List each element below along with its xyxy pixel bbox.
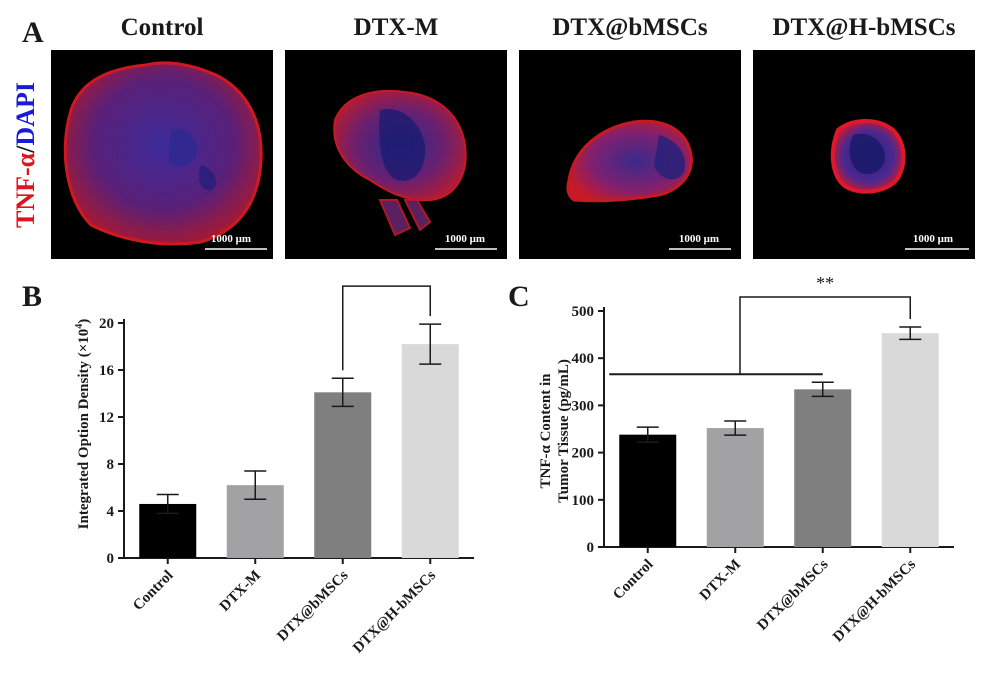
y-tick-label: 200 — [572, 446, 595, 462]
bar-dtx-bmscs — [314, 392, 372, 558]
y-tick-label: 0 — [587, 540, 595, 556]
scale-label-dtx-m: 1000 μm — [444, 233, 485, 245]
y-tick-label: 500 — [572, 304, 595, 320]
significance-bracket — [342, 285, 431, 371]
y-tick-label: 300 — [572, 398, 595, 414]
y-tick-label: 8 — [107, 457, 115, 473]
x-tick-label: DTX@H-bMSCs — [830, 556, 919, 645]
bar-dtx-m — [706, 428, 764, 547]
y-tick-label: 12 — [99, 410, 114, 426]
stain-label-tnf: TNF-α — [11, 152, 40, 228]
stain-label: TNF-α/DAPI — [6, 48, 46, 263]
significance-label: * — [382, 276, 391, 282]
panel-b-label: B — [22, 280, 43, 313]
image-title-dtx-h-bmscs: DTX@H-bMSCs — [772, 14, 956, 41]
image-title-dtx-bmscs: DTX@bMSCs — [552, 14, 708, 41]
y-tick-label: 100 — [572, 493, 595, 509]
panel-c-label: C — [508, 280, 530, 313]
micrograph-dtx-h-bmscs: 1000 μm — [753, 50, 975, 259]
micrograph-control: 1000 μm — [51, 50, 273, 259]
y-tick-label: 20 — [99, 316, 114, 332]
significance-bracket — [739, 296, 911, 375]
x-tick-label: Control — [130, 568, 176, 614]
image-title-control: Control — [120, 14, 204, 41]
scale-label-dtx-h-bmscs: 1000 μm — [912, 233, 953, 245]
x-tick-label: DTX-M — [697, 557, 744, 604]
stain-label-separator: / — [11, 145, 40, 153]
y-tick-label: 400 — [572, 351, 595, 367]
y-tick-label: 16 — [99, 363, 115, 379]
chart-integrated-option-density: Integrated Option Density (×104) 0 4 8 12 16… — [74, 276, 474, 656]
micrograph-dtx-m: 1000 μm — [285, 50, 507, 259]
bar-dtx-h-bmscs — [401, 344, 459, 558]
image-title-dtx-m: DTX-M — [353, 14, 439, 41]
x-tick-label: DTX-M — [217, 568, 264, 615]
x-tick-label: DTX@bMSCs — [754, 556, 831, 633]
x-tick-label: Control — [610, 557, 656, 603]
scale-label-dtx-bmscs: 1000 μm — [678, 233, 719, 245]
bar-control — [619, 434, 677, 547]
significance-label: ** — [816, 276, 834, 293]
micrograph-dtx-bmscs: 1000 μm — [519, 50, 741, 259]
chart-b-ylabel: Integrated Option Density (×104) — [74, 319, 92, 530]
y-tick-label: 0 — [107, 551, 115, 567]
x-tick-label: DTX@H-bMSCs — [350, 567, 439, 656]
y-tick-label: 4 — [107, 504, 115, 520]
chart-c-ylabel-line2: Tumor Tissue (pg/mL) — [556, 359, 572, 503]
chart-c-ylabel-line1: TNF-α Content in — [538, 373, 554, 489]
scale-label-control: 1000 μm — [210, 233, 251, 245]
stain-label-dapi: DAPI — [11, 82, 40, 146]
bar-dtx-h-bmscs — [881, 333, 939, 547]
chart-tnf-content: TNF-α Content in Tumor Tissue (pg/mL) 0 1… — [538, 276, 954, 645]
bar-dtx-bmscs — [794, 389, 852, 547]
x-tick-label: DTX@bMSCs — [274, 567, 351, 644]
panel-a-label: A — [22, 16, 44, 49]
